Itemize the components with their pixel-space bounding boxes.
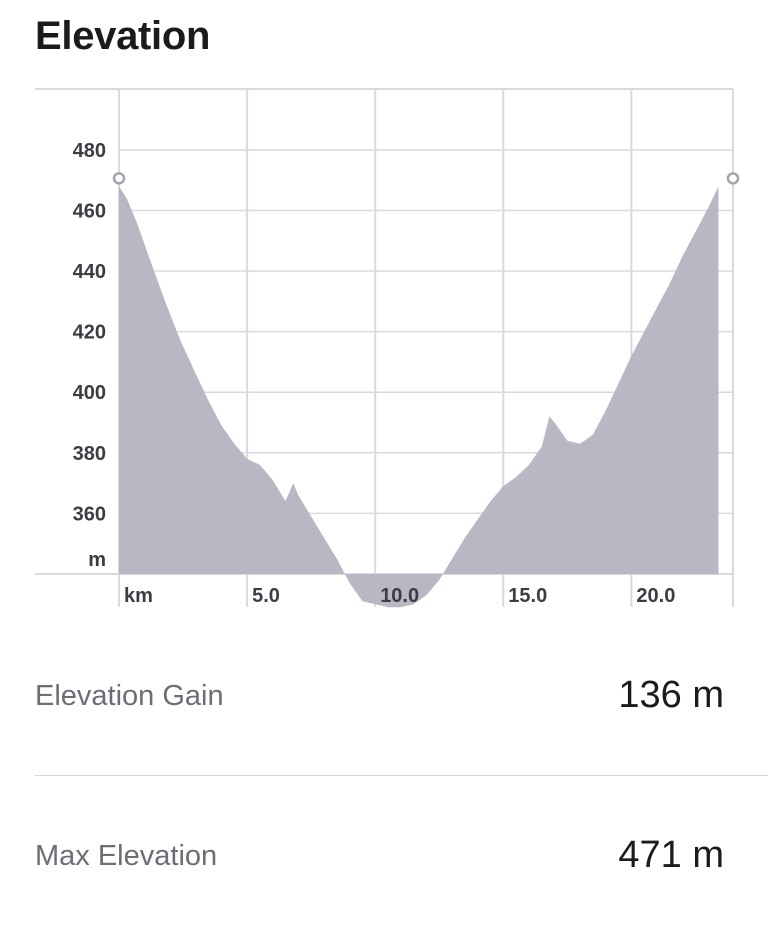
max-elevation-label: Max Elevation bbox=[35, 840, 218, 872]
end-point-marker bbox=[726, 172, 740, 185]
y-unit-label: m bbox=[88, 549, 106, 571]
page-title: Elevation bbox=[35, 14, 211, 58]
x-tick-label: 20.0 bbox=[636, 585, 675, 607]
chart-endpoint-markers bbox=[112, 172, 740, 185]
elevation-gain-label: Elevation Gain bbox=[35, 680, 224, 712]
x-tick-label: 15.0 bbox=[508, 585, 547, 607]
y-tick-label: 480 bbox=[73, 140, 106, 162]
y-tick-label: 460 bbox=[73, 201, 106, 223]
x-tick-label: 10.0 bbox=[380, 585, 419, 607]
stats-divider bbox=[35, 775, 768, 776]
max-elevation-value: 471 m bbox=[618, 834, 724, 876]
y-tick-label: 400 bbox=[73, 382, 106, 404]
x-tick-label: 5.0 bbox=[252, 585, 280, 607]
y-tick-label: 380 bbox=[73, 443, 106, 465]
start-point-marker bbox=[112, 172, 126, 185]
x-unit-label: km bbox=[124, 585, 153, 607]
elevation-area bbox=[119, 186, 719, 608]
chart-labels: 360 380 400 420 440 460 480 mkm 5.0 10.0 15.0 20.0 bbox=[73, 140, 676, 607]
elevation-chart[interactable]: 360 380 400 420 440 460 480 mkm 5.0 10.0 15.0 20.0 bbox=[0, 0, 768, 620]
elevation-gain-value: 136 m bbox=[618, 674, 724, 716]
elevation-gain-row: Elevation Gain 136 m bbox=[35, 674, 724, 730]
max-elevation-row: Max Elevation 471 m bbox=[35, 834, 724, 890]
y-tick-label: 440 bbox=[73, 261, 106, 283]
y-tick-label: 420 bbox=[73, 322, 106, 344]
y-tick-label: 360 bbox=[73, 503, 106, 525]
